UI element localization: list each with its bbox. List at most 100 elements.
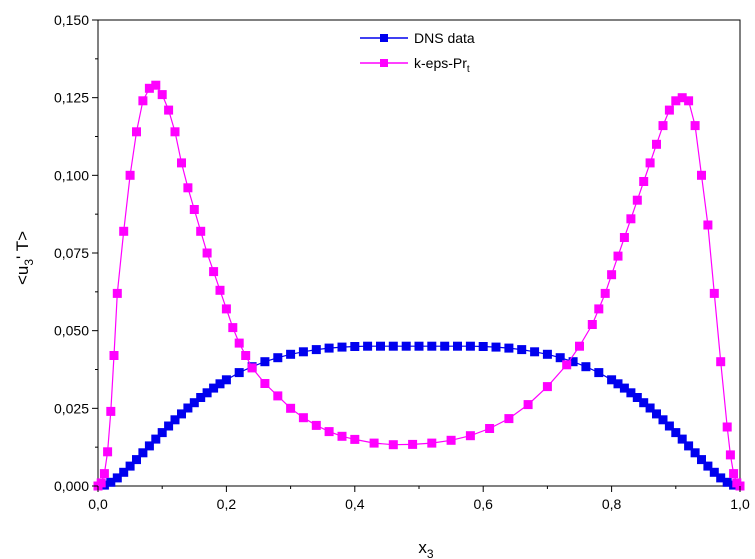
data-point (600, 288, 610, 298)
y-tick-label: 0,000 (54, 478, 89, 494)
data-point (132, 127, 141, 137)
data-point (427, 341, 437, 351)
data-point (106, 477, 116, 487)
data-point (298, 413, 308, 423)
data-point (103, 447, 113, 457)
series-line (97, 84, 741, 487)
y-axis-title-post: ' T> (13, 231, 32, 259)
legend-keps-marker (380, 59, 388, 67)
y-tick-label: 0,050 (54, 323, 89, 339)
data-point (671, 428, 681, 438)
data-point (196, 393, 206, 402)
data-point (427, 438, 437, 448)
data-point (645, 158, 655, 168)
data-point (132, 455, 141, 465)
data-point (562, 360, 572, 370)
data-point (632, 393, 642, 402)
data-point (151, 80, 161, 90)
x-axis-title: x3 (418, 538, 434, 559)
x-tick-label: 0,2 (217, 496, 237, 512)
data-point (337, 342, 347, 352)
data-point (157, 428, 167, 438)
data-point (594, 304, 604, 314)
data-point (523, 400, 533, 410)
data-point (109, 351, 119, 360)
x-tick-label: 0,6 (473, 496, 493, 512)
plot-area (97, 19, 741, 487)
data-point (99, 469, 109, 479)
data-point (716, 473, 726, 483)
legend: DNS data k-eps-Prt (360, 30, 475, 75)
data-point (613, 379, 623, 389)
x-axis: 0,0 0,2 0,4 0,6 0,8 1,0 (88, 486, 750, 512)
data-point (311, 345, 321, 355)
data-point (234, 368, 244, 378)
data-point (311, 420, 321, 430)
data-point (722, 477, 732, 487)
data-point (112, 288, 122, 298)
data-point (183, 403, 193, 413)
data-point (725, 450, 735, 460)
data-point (183, 183, 193, 193)
data-point (703, 220, 713, 230)
data-point (221, 304, 231, 314)
data-point (408, 439, 418, 449)
data-point (485, 424, 495, 433)
data-point (215, 285, 225, 295)
data-point (286, 403, 296, 413)
data-point (517, 345, 527, 355)
data-point (138, 96, 148, 106)
data-point (260, 357, 270, 367)
y-tick-label: 0,150 (54, 12, 89, 28)
data-point (157, 90, 167, 100)
data-point (619, 233, 629, 242)
data-point (555, 353, 565, 363)
series-line (97, 345, 741, 487)
data-point (690, 448, 700, 458)
data-point (202, 248, 212, 258)
data-point (151, 434, 161, 444)
data-point (652, 139, 661, 149)
data-point (504, 343, 514, 353)
data-point (106, 406, 116, 416)
data-point (465, 341, 475, 351)
data-point (273, 353, 283, 363)
y-axis-title-sub: 3 (22, 259, 36, 266)
data-point (504, 414, 514, 424)
data-point (697, 455, 706, 465)
data-point (716, 357, 726, 367)
data-point (228, 323, 238, 333)
data-point (241, 351, 251, 360)
y-tick-label: 0,100 (54, 167, 89, 183)
data-point (619, 383, 629, 393)
data-point (414, 341, 424, 351)
data-point (664, 421, 674, 431)
x-tick-label: 0,4 (345, 496, 365, 512)
data-point (729, 469, 739, 479)
data-point (96, 478, 106, 488)
data-point (221, 375, 231, 385)
data-point (446, 435, 456, 445)
legend-keps-label-main: k-eps-Pr (414, 55, 467, 71)
legend-dns-marker (380, 34, 388, 42)
legend-dns-label: DNS data (414, 30, 475, 46)
data-point (626, 214, 636, 224)
data-point (119, 226, 129, 236)
data-point (639, 177, 649, 186)
data-point (189, 205, 199, 214)
data-point (298, 347, 308, 357)
data-point (234, 338, 244, 348)
data-point (690, 121, 700, 131)
data-point (671, 96, 681, 106)
data-point (324, 343, 334, 353)
data-point (465, 431, 475, 441)
data-point (491, 342, 501, 352)
legend-keps-label: k-eps-Prt (414, 55, 470, 75)
data-point (645, 403, 655, 413)
data-point (144, 83, 154, 93)
data-point (202, 388, 212, 398)
data-point (530, 347, 540, 357)
legend-keps-label-sub: t (467, 64, 470, 75)
x-tick-label: 0,0 (88, 496, 108, 512)
